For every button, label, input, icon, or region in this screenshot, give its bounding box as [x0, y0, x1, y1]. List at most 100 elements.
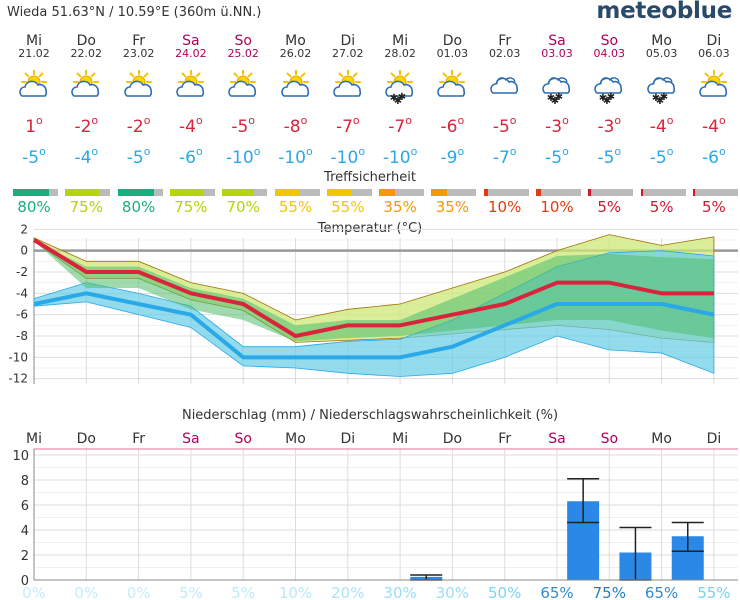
sure-percent: 80% — [17, 198, 51, 216]
date-label: 23.02 — [122, 47, 155, 60]
temp-min: -5o — [126, 145, 151, 168]
x-day-label: So — [601, 431, 618, 447]
location-label: Wieda 51.63°N / 10.59°E (360m ü.NN.) — [7, 5, 262, 20]
svg-text:✱: ✱ — [551, 96, 559, 104]
sure-bar-fill — [13, 189, 49, 196]
temp-min: -5o — [545, 145, 569, 168]
sun-cloud-icon — [165, 69, 217, 104]
probability-label: 30% — [383, 584, 416, 600]
svg-text:✱: ✱ — [607, 92, 615, 103]
sun-cloud-snow-icon: ✱ ✱ ✱ — [374, 69, 426, 107]
date-label: 28.02 — [384, 47, 416, 60]
probability-label: 5% — [179, 584, 203, 600]
date-label: 21.02 — [18, 47, 50, 60]
cloud-snow-icon: ✱ ✱ ✱ — [583, 70, 635, 107]
date-label: 01.03 — [436, 47, 469, 60]
probability-label: 75% — [593, 584, 626, 600]
y-tick-label: 0 — [21, 574, 29, 589]
x-day-label: Mi — [26, 431, 42, 447]
date-label: 02.03 — [488, 47, 521, 60]
temp-min: -7o — [492, 145, 517, 168]
temp-min: -10o — [278, 145, 313, 168]
sure-bar — [483, 189, 529, 196]
temp-max: 1o — [25, 114, 43, 137]
temp-max: -4o — [702, 114, 726, 137]
temp-min: -4o — [74, 145, 99, 168]
svg-text:✱: ✱ — [603, 96, 611, 104]
sure-bar — [536, 189, 581, 196]
y-tick-label: 8 — [21, 474, 29, 489]
y-tick-label: 2 — [20, 222, 28, 236]
y-tick-label: -8 — [16, 329, 28, 343]
svg-text:✱: ✱ — [390, 93, 398, 104]
date-label: 22.02 — [70, 47, 103, 60]
x-day-label: Sa — [182, 431, 199, 447]
sure-bar — [13, 189, 58, 196]
y-tick-label: -2 — [16, 265, 28, 279]
day-label: Sa — [182, 33, 200, 49]
day-label: So — [234, 33, 252, 49]
day-label: Do — [76, 33, 96, 49]
sure-bar — [117, 189, 163, 196]
sun-cloud-icon — [113, 69, 165, 104]
sure-title: Treffsicherheit — [324, 170, 416, 185]
x-day-label: Di — [707, 431, 722, 447]
precip-title: Niederschlag (mm) / Niederschlagswahrsch… — [182, 408, 558, 423]
x-day-label: Fr — [132, 431, 145, 447]
sure-bar-fill — [222, 189, 254, 196]
sure-bar — [431, 189, 477, 196]
probability-label: 65% — [540, 584, 573, 600]
cloud-snow-icon: ✱ ✱ ✱ — [636, 70, 688, 107]
svg-text:✱: ✱ — [659, 92, 667, 103]
y-tick-label: -6 — [16, 308, 28, 322]
temp-max: -2o — [74, 114, 99, 137]
sure-percent: 55% — [278, 198, 313, 216]
probability-label: 20% — [331, 584, 364, 600]
sure-percent: 75% — [69, 198, 103, 216]
probability-label: 5% — [231, 584, 255, 600]
y-tick-label: 10 — [12, 449, 29, 464]
sure-percent: 5% — [701, 198, 726, 216]
day-label: Mo — [651, 33, 672, 49]
probability-label: 0% — [127, 584, 151, 600]
date-label: 05.03 — [645, 47, 678, 60]
svg-text:✱: ✱ — [599, 93, 607, 104]
sure-percent: 35% — [435, 198, 470, 216]
svg-text:✱: ✱ — [398, 92, 406, 103]
probability-label: 65% — [645, 584, 678, 600]
sure-percent: 55% — [331, 198, 365, 216]
probability-label: 10% — [279, 584, 312, 600]
temp-max: -5o — [231, 114, 256, 137]
y-tick-label: -4 — [16, 286, 28, 300]
sure-bar-fill — [117, 189, 154, 196]
x-day-label: Mo — [651, 431, 672, 447]
day-label: Mo — [285, 33, 306, 49]
x-day-label: Sa — [548, 431, 565, 447]
sure-percent: 75% — [174, 198, 208, 216]
sure-percent: 5% — [649, 198, 674, 216]
sure-bar — [222, 189, 268, 196]
temp-min: -10o — [330, 145, 366, 168]
y-tick-label: 0 — [20, 244, 28, 258]
date-label: 27.02 — [332, 47, 364, 60]
y-tick-label: -10 — [8, 350, 28, 364]
sun-cloud-icon — [60, 69, 112, 104]
tmin-line — [33, 291, 715, 360]
tmax-line — [32, 238, 714, 338]
x-day-label: Di — [340, 431, 355, 447]
svg-text:✱: ✱ — [555, 92, 563, 103]
svg-text:✱: ✱ — [547, 93, 555, 104]
date-label: 04.03 — [593, 47, 626, 60]
day-label: Fr — [498, 33, 512, 49]
x-day-label: So — [234, 431, 251, 447]
x-day-label: Mi — [392, 431, 408, 447]
x-day-label: Mo — [285, 431, 306, 447]
sure-bar — [65, 189, 111, 196]
cloud-icon — [479, 70, 531, 104]
sure-bar-fill — [483, 189, 489, 196]
brand-logo[interactable]: meteoblue — [596, 0, 732, 24]
sure-bar-fill — [65, 189, 100, 196]
temp-min: -5o — [597, 145, 622, 168]
day-label: Sa — [548, 33, 566, 49]
temp-title: Temperatur (°C) — [317, 221, 423, 236]
